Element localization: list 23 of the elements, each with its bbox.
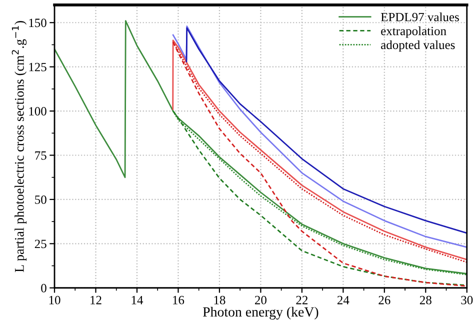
y-axis-title: L partial photoelectric cross sections (cm$^{2}$.g$^{−1}$) — [12, 21, 27, 272]
y-tick-label: 125 — [29, 62, 46, 72]
x-axis-title: Photon energy (keV) — [202, 306, 318, 320]
legend-label: adopted values — [381, 40, 455, 52]
x-tick-label: 10 — [49, 296, 60, 304]
x-tick-label: 30 — [461, 296, 473, 304]
x-tick-label: 24 — [337, 296, 350, 304]
y-tick-label: 0 — [41, 284, 46, 292]
y-tick-label: 75 — [35, 151, 46, 160]
x-tick-label: 12 — [90, 296, 102, 304]
x-tick-label: 16 — [173, 296, 184, 304]
x-tick-label: 28 — [420, 296, 432, 304]
x-tick-label: 22 — [296, 296, 308, 304]
x-tick-label: 14 — [132, 296, 144, 304]
y-tick-label: 100 — [29, 107, 46, 116]
x-tick-label: 18 — [214, 296, 226, 304]
y-tick-label: 150 — [29, 18, 46, 28]
x-tick-label: 26 — [378, 296, 390, 304]
y-tick-label: 50 — [35, 195, 46, 204]
legend-label: extrapolation — [381, 26, 446, 38]
legend-label: EPDL97 values — [380, 12, 459, 22]
y-tick-label: 25 — [34, 240, 46, 248]
x-tick-label: 20 — [255, 296, 266, 304]
